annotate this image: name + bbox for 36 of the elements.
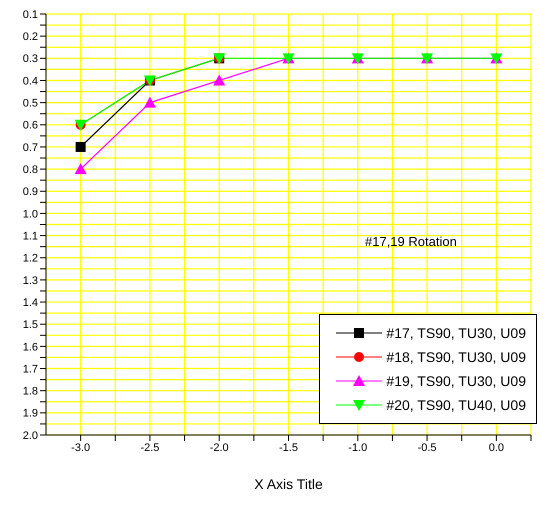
y-tick-label: 0.7: [22, 142, 38, 154]
y-tick-label: 0.6: [22, 120, 38, 132]
point: [74, 163, 87, 174]
x-tick-label: -1.0: [348, 442, 368, 454]
y-tick-label: 1.8: [22, 386, 38, 398]
y-tick-label: 1.2: [22, 252, 38, 265]
legend-label: #17, TS90, TU30, U09: [386, 325, 526, 341]
y-tick-label: 1.9: [22, 408, 38, 420]
y-tick-label: 0.8: [22, 164, 38, 176]
y-tick-label: 1.5: [22, 319, 38, 332]
y-tick-label: 0.9: [22, 186, 38, 198]
x-tick-label: -0.5: [418, 442, 437, 454]
y-tick-label: 0.2: [22, 31, 38, 44]
x-tick-label: -2.5: [140, 442, 160, 454]
point: [144, 96, 156, 108]
point: [213, 74, 226, 86]
y-tick-label: 0.1: [22, 8, 38, 21]
point: [76, 142, 86, 152]
y-tick-label: 2.0: [22, 430, 38, 442]
y-tick-label: 0.5: [22, 98, 38, 110]
x-tick-label: 0.0: [488, 442, 504, 454]
y-tick-label: 1.3: [22, 274, 38, 287]
y-tick-label: 0.3: [22, 53, 38, 66]
y-tick-label: 1.7: [22, 363, 38, 376]
legend-label: #18, TS90, TU30, U09: [386, 349, 526, 365]
x-tick-label: -2.0: [210, 442, 229, 454]
y-tick-label: 1.6: [22, 341, 38, 354]
x-axis-title: X Axis Title: [254, 476, 323, 492]
legend-label: #20, TS90, TU40, U09: [386, 397, 526, 413]
legend-label: #19, TS90, TU30, U09: [386, 373, 526, 389]
y-tick-label: 1.0: [22, 208, 38, 220]
y-tick-label: 1.1: [22, 230, 38, 242]
y-tick-label: 0.4: [22, 75, 38, 88]
y-tick-label: 1.4: [22, 296, 38, 309]
x-tick-label: -3.0: [71, 442, 90, 454]
x-tick-label: -1.5: [279, 442, 298, 454]
